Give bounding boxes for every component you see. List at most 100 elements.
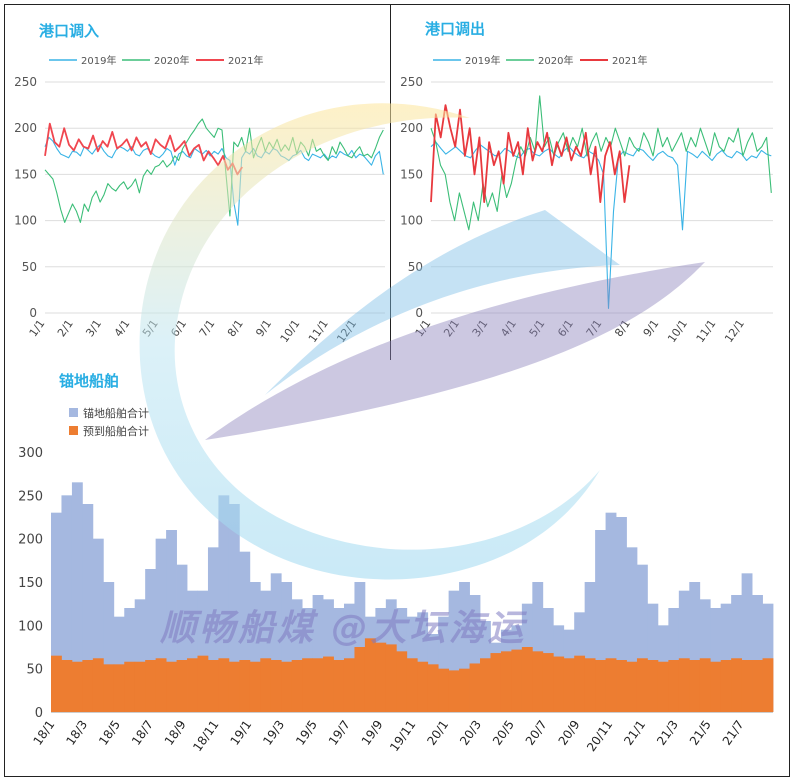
bar [459,668,470,712]
bar [61,660,73,712]
x-tick-label: 5/1 [527,317,548,339]
bar [113,664,125,712]
x-tick-label: 12/1 [334,317,359,345]
x-tick-label: 6/1 [555,317,576,339]
y-tick-label: 0 [35,706,43,721]
bar [82,504,94,712]
legend-label: 2019年 [465,54,500,67]
bar [51,655,62,712]
legend-label: 锚地船舶合计 [83,406,149,420]
x-tick-label: 21/7 [720,718,747,748]
bar [281,661,293,712]
bar [124,608,136,712]
bar [762,658,774,712]
bar [595,530,606,712]
x-tick-label: 19/3 [260,718,287,748]
x-tick-label: 18/1 [31,718,58,748]
series-line [44,118,384,223]
x-tick-label: 21/3 [654,718,681,748]
x-tick-label: 19/11 [387,718,418,754]
bar [134,599,146,712]
bar [228,504,240,712]
bar [103,664,115,712]
x-tick-label: 20/1 [424,718,451,748]
bar [51,512,62,712]
bar [270,660,282,712]
x-tick-label: 20/3 [457,718,484,748]
bar [448,670,460,712]
bar [438,616,450,712]
x-tick-label: 1/1 [413,317,434,339]
bar [741,660,753,712]
bar [406,658,418,712]
bar [323,656,334,712]
bar [521,647,533,712]
port-inflow-plot: 0 50 100 150 200 250 1/1 2/1 3/1 4/1 5/1 6/1 7/1 8/1 9… [14,54,385,345]
bar [103,582,115,712]
bar [574,655,586,712]
bar [636,564,648,712]
x-tick-label: 8/1 [225,317,246,339]
bar [657,661,669,712]
bar [207,547,219,712]
x-tick-label: 6/1 [168,317,189,339]
bar [605,658,617,712]
x-tick-label: 10/1 [665,317,690,345]
x-tick-label: 5/1 [140,317,161,339]
x-tick-label: 2/1 [55,317,76,339]
bar [228,661,240,712]
port-inflow-chart: 港口调入 0 50 100 150 200 250 1/1 2/1 3/1 4/1 5/1 6/1 7/… [4,4,391,362]
bar [626,661,638,712]
anchorage-ships-plot: 0 50 100 150 200 250 300 18/1 18/3 18/5 18/7 18/9 18… [18,406,774,754]
bar [532,582,544,712]
bar [396,651,408,712]
bar [281,582,293,712]
bar [92,658,104,712]
bar [145,660,157,712]
bar [197,655,209,712]
bar [762,603,774,712]
x-tick-label: 18/7 [129,718,156,748]
bar [249,582,261,712]
bar [312,595,324,712]
bar [647,603,659,712]
bar [668,660,680,712]
x-tick-label: 19/9 [359,718,386,748]
bar [82,660,94,712]
x-tick-label: 19/5 [293,718,320,748]
bar [699,599,711,712]
bar [500,651,512,712]
bar [469,595,481,712]
bar [155,658,167,712]
bar [207,660,219,712]
bar [720,603,732,712]
legend-label: 2020年 [538,54,573,67]
bar [595,660,606,712]
bar [312,658,324,712]
bar [689,660,701,712]
y-tick-label: 100 [18,619,43,634]
y-tick-label: 100 [400,214,423,228]
bar [584,658,596,712]
y-tick-label: 250 [400,75,423,89]
bar [134,661,146,712]
bar [364,638,376,712]
bar [752,595,763,712]
x-tick-label: 20/7 [523,718,550,748]
bar [542,653,554,712]
bar [710,661,722,712]
x-tick-label: 11/1 [306,317,331,345]
bar [469,663,481,712]
bar [218,495,230,712]
bar [124,661,136,712]
bar [187,590,198,712]
x-tick-label: 3/1 [83,317,104,339]
bar [197,590,209,712]
y-tick-label: 100 [14,214,37,228]
y-tick-label: 250 [14,75,37,89]
bar [699,658,711,712]
y-tick-label: 250 [18,489,43,504]
bar [92,538,104,712]
bar [145,569,157,712]
anchorage-ships-chart: 锚地船舶 0 50 100 150 200 250 300 18/1 18/3 18/5 18/7 1… [4,360,790,777]
